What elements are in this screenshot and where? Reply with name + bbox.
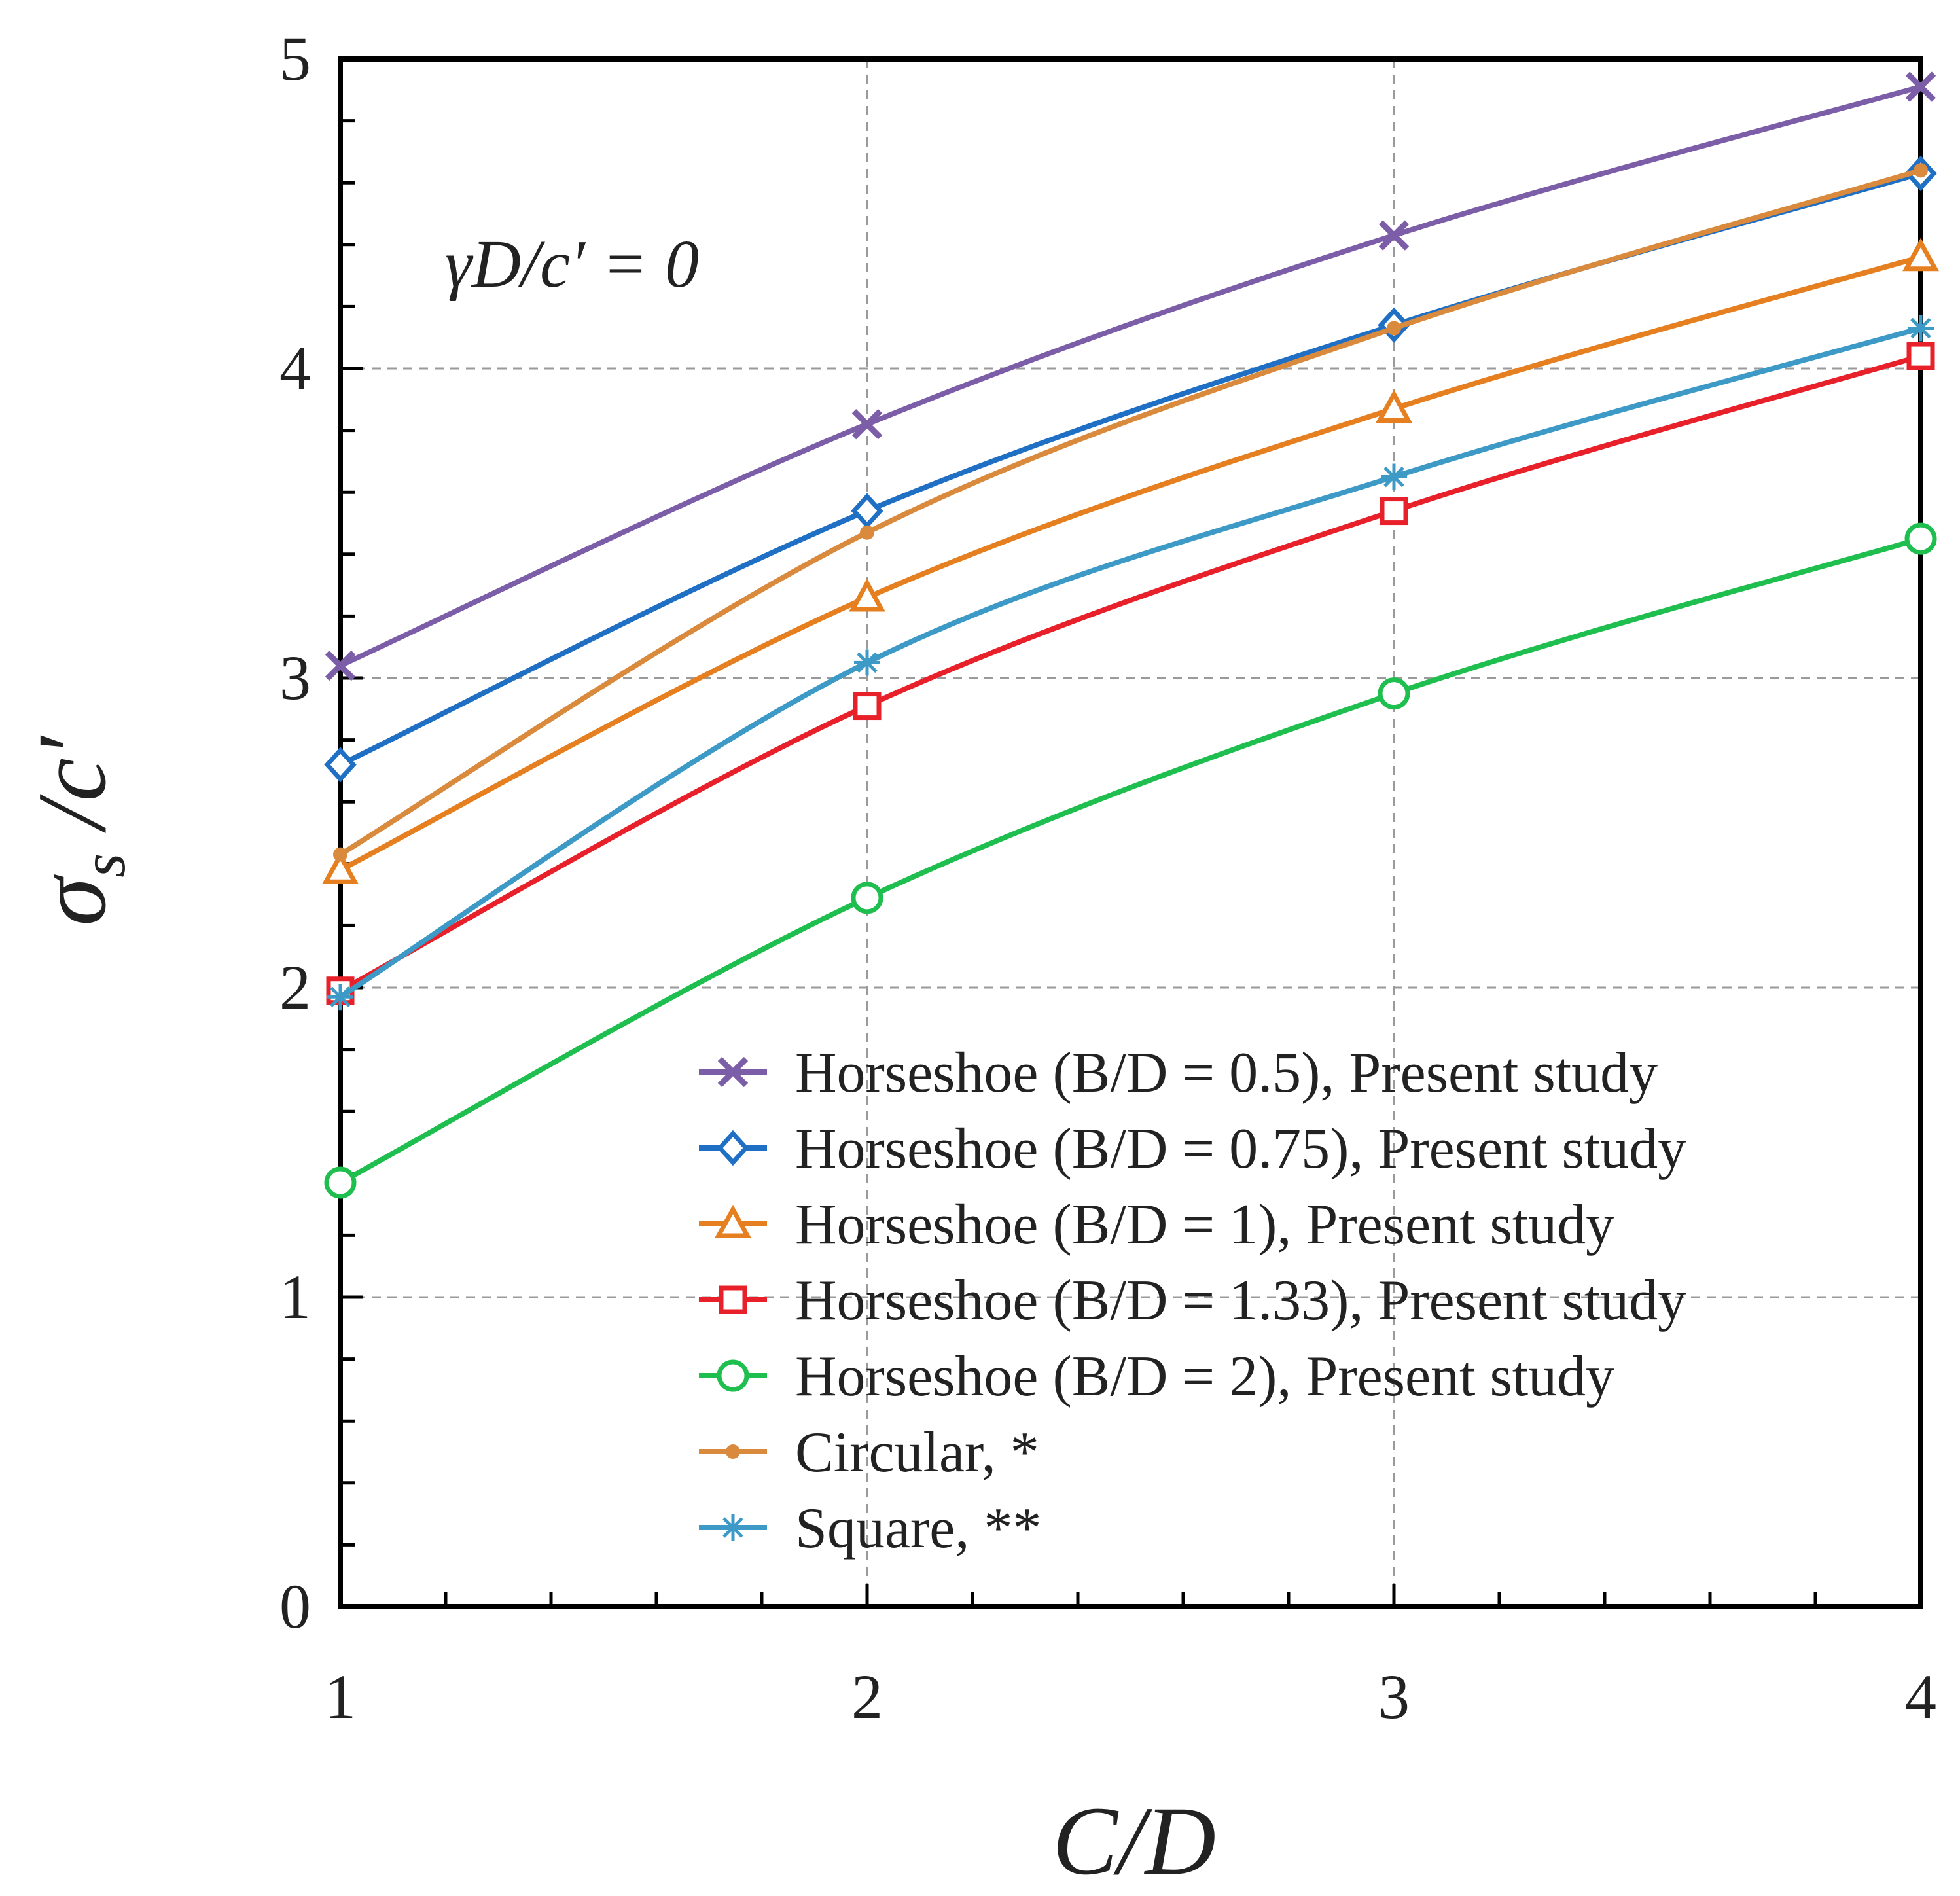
data-point [1906, 243, 1935, 269]
data-point [854, 497, 880, 526]
data-point [1381, 223, 1407, 249]
data-point [1907, 525, 1934, 552]
series-line [340, 329, 1921, 997]
series-1 [327, 74, 1934, 679]
annotation: γD/c′ = 0 [445, 226, 699, 302]
chart: 0123451 2 3 4 γD/c′ = 0 C/D σs /c′ Horsesho… [0, 0, 1960, 1896]
legend-marker [721, 1288, 745, 1312]
data-point [1909, 344, 1933, 368]
data-point [327, 1169, 354, 1196]
legend-item: Circular, * [699, 1421, 1039, 1484]
data-point [860, 526, 874, 540]
y-tick-label: 0 [279, 1571, 311, 1641]
legend-marker [720, 1134, 746, 1162]
data-point [854, 649, 880, 675]
data-point [1380, 680, 1408, 707]
legend-item: Square, ** [699, 1497, 1041, 1560]
legend-label: Horseshoe (B/D = 0.75), Present study [795, 1117, 1686, 1181]
legend-label: Horseshoe (B/D = 1.33), Present study [795, 1269, 1686, 1333]
legend-item: Horseshoe (B/D = 2), Present study [699, 1345, 1614, 1408]
x-axis-title: C/D [1052, 1787, 1216, 1895]
y-axis-title: σs /c′ [18, 735, 138, 926]
y-tick-label: 4 [279, 333, 311, 403]
y-axis-title-main: σ [18, 874, 126, 926]
y-tick-label: 2 [279, 952, 311, 1022]
legend-marker [726, 1444, 740, 1459]
y-tick-label: 1 [279, 1262, 311, 1332]
x-tick-label: 2 [851, 1662, 883, 1732]
series-line [340, 356, 1921, 991]
x-tick-label: 1 [325, 1662, 356, 1732]
y-axis-title-sub: s [69, 853, 138, 878]
legend-marker [719, 1362, 747, 1389]
legend-label: Horseshoe (B/D = 1), Present study [795, 1193, 1614, 1257]
data-point [333, 848, 347, 862]
legend-label: Circular, * [795, 1421, 1039, 1484]
data-point [1908, 315, 1934, 342]
legend-item: Horseshoe (B/D = 1), Present study [699, 1193, 1614, 1257]
data-point [1914, 163, 1928, 177]
y-axis-title-rest: /c′ [18, 735, 126, 853]
legend-item: Horseshoe (B/D = 0.75), Present study [699, 1117, 1686, 1181]
legend-label: Horseshoe (B/D = 2), Present study [795, 1345, 1614, 1408]
y-tick-label: 3 [279, 643, 311, 713]
legend-label: Horseshoe (B/D = 0.5), Present study [795, 1041, 1658, 1105]
series-line [340, 87, 1921, 666]
svg-text:σs /c′: σs /c′ [18, 735, 138, 926]
legend: Horseshoe (B/D = 0.5), Present study Hors… [699, 1041, 1686, 1560]
data-point [327, 984, 353, 1010]
data-point [854, 411, 880, 437]
data-point [853, 884, 881, 912]
data-point [855, 694, 879, 718]
y-tick-label: 5 [279, 24, 311, 94]
data-point [1387, 321, 1401, 336]
data-point [853, 583, 882, 609]
legend-label: Square, ** [795, 1497, 1041, 1560]
data-point [1382, 499, 1406, 523]
data-point [1381, 464, 1407, 490]
x-tick-label: 3 [1378, 1662, 1410, 1732]
legend-marker [720, 1514, 746, 1541]
series-line [340, 257, 1921, 870]
series-4 [329, 344, 1933, 1003]
data-point [327, 750, 353, 779]
x-tick-label: 4 [1905, 1662, 1936, 1732]
legend-item: Horseshoe (B/D = 0.5), Present study [699, 1041, 1658, 1105]
legend-item: Horseshoe (B/D = 1.33), Present study [699, 1269, 1686, 1333]
